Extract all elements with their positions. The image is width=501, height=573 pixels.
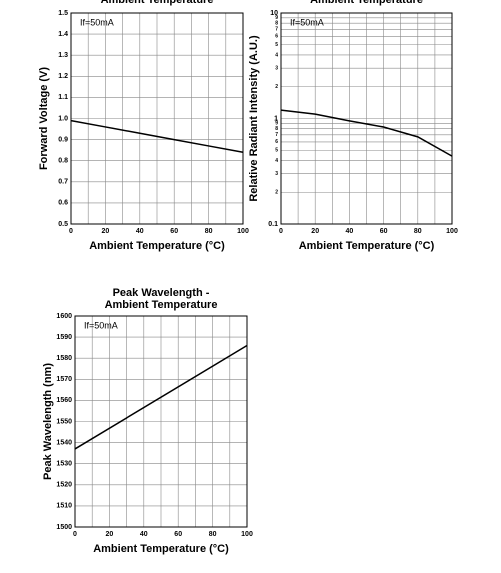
y-tick-label: 1.2 [58,73,68,80]
y-axis-label: Relative Radiant Intensity (A.U.) [248,35,260,202]
y-tick-label: 10 [270,10,278,17]
data-line [70,119,244,153]
y-tick-label: 1.0 [58,115,68,122]
plot-frame [280,12,453,225]
y-tick-label: 1.5 [58,10,68,17]
chart-title: Ambient Temperature [101,0,214,6]
chart-title: Ambient Temperature [310,0,423,6]
y-tick-label: 1590 [56,334,72,341]
x-tick-label: 40 [140,531,148,538]
y-tick-label: 1.4 [58,31,68,38]
x-tick-label: 0 [279,228,283,235]
data-line [280,109,453,157]
y-tick-label: 7 [275,132,278,138]
y-tick-label: 6 [275,139,278,145]
annotation: If=50mA [290,17,324,27]
y-tick-label: 9 [275,15,278,21]
y-tick-label: 1520 [56,482,72,489]
x-tick-label: 100 [237,228,249,235]
y-tick-label: 5 [275,42,278,48]
y-tick-label: 1530 [56,461,72,468]
x-axis-label: Ambient Temperature (°C) [93,543,229,555]
plot-frame [74,315,248,528]
x-tick-label: 40 [136,228,144,235]
x-tick-label: 20 [311,228,319,235]
y-tick-label: 1510 [56,503,72,510]
x-tick-label: 40 [346,228,354,235]
x-tick-label: 60 [380,228,388,235]
x-tick-label: 0 [73,531,77,538]
y-tick-label: 4 [275,158,278,164]
x-tick-label: 80 [209,531,217,538]
y-tick-label: 0.1 [268,221,278,228]
plot-frame [70,12,244,225]
y-tick-label: 8 [275,21,278,27]
y-tick-label: 2 [275,84,278,90]
x-tick-label: 80 [414,228,422,235]
x-tick-label: 20 [102,228,110,235]
y-axis-label: Forward Voltage (V) [38,67,50,170]
y-tick-label: 1600 [56,313,72,320]
y-tick-label: 2 [275,190,278,196]
y-axis-label: Peak Wavelength (nm) [42,363,54,480]
chart-title: Ambient Temperature [105,299,218,311]
y-tick-label: 1570 [56,376,72,383]
annotation: If=50mA [80,17,114,27]
y-tick-label: 7 [275,27,278,33]
y-tick-label: 0.6 [58,200,68,207]
y-tick-label: 5 [275,148,278,154]
y-tick-label: 1 [274,115,278,122]
y-tick-label: 1550 [56,418,72,425]
x-tick-label: 80 [205,228,213,235]
data-line [74,344,248,450]
y-tick-label: 9 [275,121,278,127]
y-tick-label: 1560 [56,397,72,404]
x-tick-label: 60 [170,228,178,235]
y-tick-label: 6 [275,34,278,40]
x-tick-label: 0 [69,228,73,235]
x-tick-label: 100 [241,531,253,538]
y-tick-label: 3 [275,171,278,177]
chart-title: Peak Wavelength - [113,287,210,299]
x-axis-label: Ambient Temperature (°C) [299,240,435,252]
y-tick-label: 8 [275,126,278,132]
x-tick-label: 100 [446,228,458,235]
y-tick-label: 1580 [56,355,72,362]
y-tick-label: 1540 [56,439,72,446]
y-tick-label: 1.1 [58,94,68,101]
y-tick-label: 3 [275,65,278,71]
y-tick-label: 0.8 [58,158,68,165]
y-tick-label: 1500 [56,524,72,531]
y-tick-label: 0.7 [58,179,68,186]
y-tick-label: 4 [275,52,278,58]
y-tick-label: 0.5 [58,221,68,228]
y-tick-label: 1.3 [58,52,68,59]
annotation: If=50mA [84,320,118,330]
x-axis-label: Ambient Temperature (°C) [89,240,225,252]
x-tick-label: 20 [106,531,114,538]
x-tick-label: 60 [174,531,182,538]
y-tick-label: 0.9 [58,136,68,143]
